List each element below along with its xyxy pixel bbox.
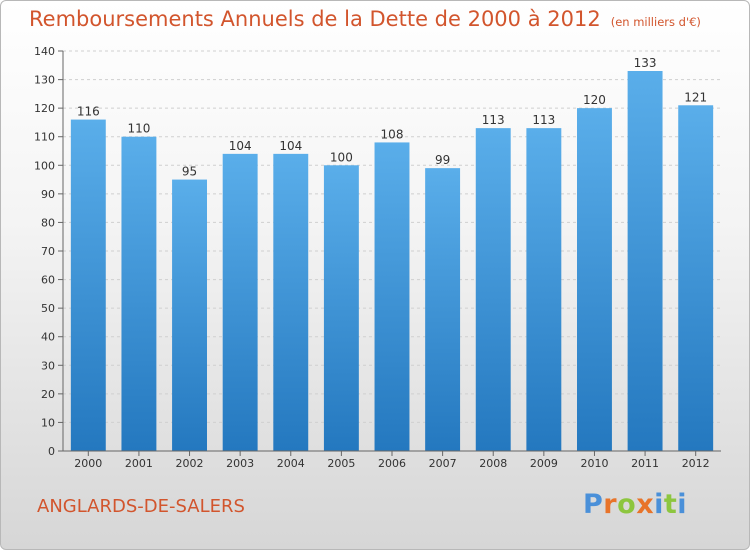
x-tick-label: 2006 [378,457,406,470]
x-tick-label: 2001 [125,457,153,470]
x-tick-label: 2011 [631,457,659,470]
bar [70,119,106,452]
bar [678,105,714,452]
y-tick-label: 40 [41,331,55,344]
logo-letter: i [677,489,688,520]
y-tick-label: 90 [41,188,55,201]
bar [526,128,562,451]
bar [576,108,612,452]
logo-letter: r [603,489,618,520]
x-tick-label: 2005 [327,457,355,470]
data-label: 113 [532,113,555,127]
x-tick-label: 2012 [682,457,710,470]
bar [425,168,461,451]
data-label: 113 [482,113,505,127]
logo-letter: x [636,489,655,520]
bar [172,179,208,452]
y-tick-label: 30 [41,359,55,372]
x-tick-label: 2002 [176,457,204,470]
data-label: 133 [634,56,657,70]
y-tick-label: 20 [41,388,55,401]
data-labels: 116 110 95 104 104 100 108 99 113 113 120 133 121 [77,56,707,179]
data-label: 104 [279,139,302,153]
x-tick-label: 2009 [530,457,558,470]
data-label: 99 [435,153,450,167]
x-tick-label: 2007 [429,457,457,470]
data-label: 100 [330,150,353,164]
y-tick-label: 130 [34,74,55,87]
data-label: 120 [583,93,606,107]
x-tick-label: 2000 [74,457,102,470]
y-tick-label: 70 [41,245,55,258]
y-tick-label: 60 [41,274,55,287]
proxiti-logo: Proxiti [583,489,687,520]
data-label: 108 [381,127,404,141]
data-label: 104 [229,139,252,153]
x-tick-label: 2003 [226,457,254,470]
logo-letter: o [617,489,637,520]
data-label: 121 [684,90,707,104]
axes: 0 10 20 30 40 50 60 70 80 90 100 110 120 130 140 2000 20… [34,45,721,470]
data-label: 116 [77,105,100,119]
bar [222,153,258,451]
bar [627,71,663,451]
bar [273,153,309,451]
y-tick-label: 10 [41,416,55,429]
y-tick-label: 0 [48,445,55,458]
y-tick-label: 120 [34,102,55,115]
y-tick-label: 110 [34,131,55,144]
y-tick-label: 140 [34,45,55,58]
bar [121,136,157,451]
logo-letter: i [654,489,664,520]
chart-title-main: Remboursements Annuels de la Dette de 20… [29,7,601,31]
logo-letter: P [583,489,604,520]
chart-title-unit: (en milliers d'€) [610,15,701,29]
y-tick-label: 50 [41,302,55,315]
chart-title: Remboursements Annuels de la Dette de 20… [29,7,701,31]
y-tick-label: 80 [41,216,55,229]
x-tick-label: 2008 [479,457,507,470]
commune-name: ANGLARDS-DE-SALERS [37,496,245,517]
bar [374,142,410,451]
x-tick-label: 2010 [580,457,608,470]
data-label: 110 [127,122,150,136]
y-tick-label: 100 [34,159,55,172]
bar [323,165,359,452]
bars [70,71,714,452]
data-label: 95 [182,165,197,179]
bar [475,128,511,451]
logo-letter: t [663,489,678,520]
x-tick-label: 2004 [277,457,305,470]
